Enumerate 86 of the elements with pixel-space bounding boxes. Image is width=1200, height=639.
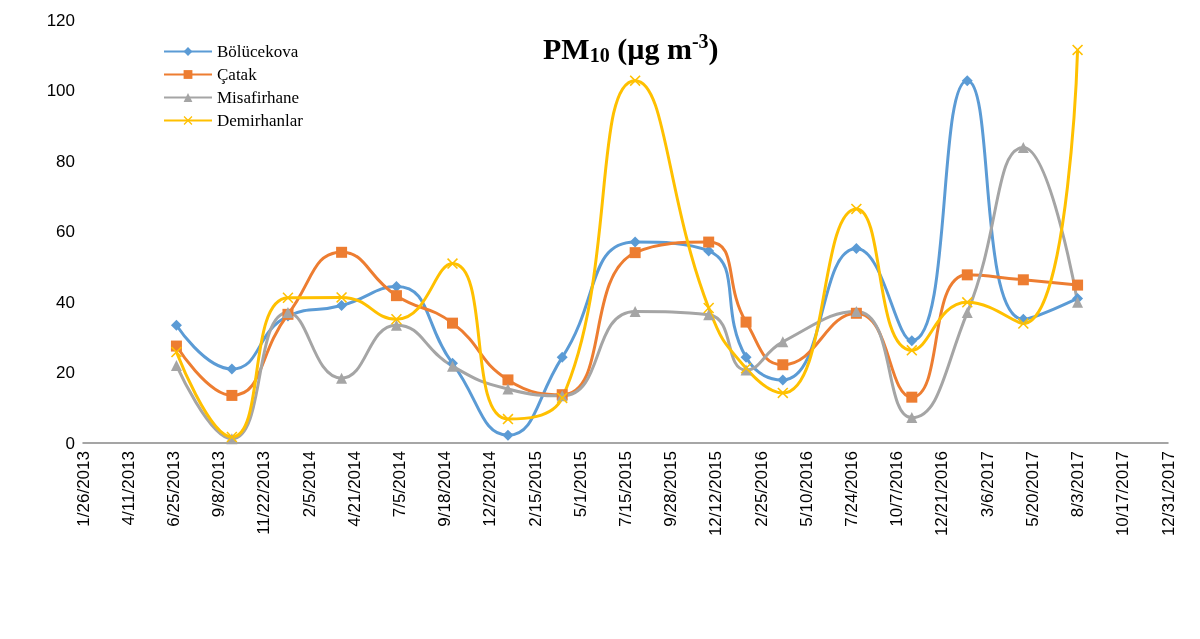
point (906, 335, 918, 347)
point (629, 306, 641, 318)
legend-label: Demirhanlar (217, 111, 304, 130)
point (961, 75, 973, 87)
point (777, 387, 789, 399)
y-tick-label: 0 (65, 433, 75, 453)
point (703, 309, 715, 321)
point (703, 302, 715, 314)
x-tick-label: 9/28/2015 (661, 451, 681, 527)
point (850, 242, 862, 254)
point (390, 290, 402, 302)
point (390, 280, 402, 292)
x-tick-label: 12/12/2015 (706, 451, 726, 537)
point (390, 313, 402, 325)
y-tick-label: 120 (46, 10, 75, 30)
point (1072, 44, 1084, 56)
x-tick-label: 4/11/2013 (118, 451, 138, 526)
x-tick-label: 8/3/2017 (1068, 451, 1088, 518)
point (336, 300, 348, 312)
point (502, 413, 514, 425)
x-tick-label: 10/7/2016 (887, 451, 907, 527)
point (1072, 296, 1084, 308)
point (777, 374, 789, 386)
y-tick-label: 20 (56, 363, 75, 382)
point (777, 359, 789, 371)
x-tick-label: 5/20/2017 (1022, 451, 1042, 527)
point (1017, 318, 1029, 329)
x-tick-label: 7/5/2014 (389, 451, 409, 518)
point (502, 383, 514, 395)
point (556, 351, 568, 363)
point (170, 346, 182, 358)
legend-label: Misafirhane (217, 88, 300, 107)
legend-label: Bölücekova (217, 42, 299, 61)
x-tick-label: 7/24/2016 (842, 451, 862, 527)
point (703, 236, 715, 248)
x-tick-label: 11/22/2013 (254, 451, 274, 535)
point (906, 412, 918, 424)
x-tick-label: 1/26/2013 (73, 451, 93, 527)
x-tick-label: 4/21/2014 (344, 451, 364, 527)
point (740, 316, 752, 328)
point (961, 269, 973, 281)
point (906, 391, 918, 403)
point (226, 363, 238, 375)
x-tick-label: 7/15/2015 (616, 451, 635, 527)
point (502, 374, 514, 386)
point (1017, 274, 1029, 286)
point (629, 75, 641, 87)
x-tick-label: 2/5/2014 (299, 451, 319, 518)
point (336, 291, 348, 303)
y-tick-label: 60 (56, 222, 75, 241)
point (740, 351, 752, 363)
y-tick-label: 40 (56, 292, 75, 312)
point (447, 317, 458, 329)
x-tick-label: 12/21/2016 (932, 451, 952, 537)
point (170, 359, 182, 371)
point (170, 319, 182, 331)
x-tick-label: 9/18/2014 (435, 451, 455, 527)
x-tick-label: 12/2/2014 (480, 451, 500, 527)
x-tick-label: 5/10/2016 (796, 451, 816, 527)
x-tick-label: 10/17/2017 (1113, 451, 1133, 537)
point (226, 389, 238, 401)
point (961, 307, 973, 319)
x-tick-label: 2/15/2015 (525, 451, 545, 527)
point (1017, 142, 1029, 154)
x-tick-label: 6/25/2013 (163, 451, 183, 527)
x-tick-label: 3/6/2017 (977, 451, 997, 518)
x-tick-label: 2/25/2016 (751, 451, 771, 527)
point (629, 236, 641, 248)
point (447, 258, 458, 270)
x-tick-label: 9/8/2013 (209, 451, 229, 518)
y-tick-label: 100 (46, 81, 75, 100)
point (336, 246, 348, 258)
legend-label: Çatak (217, 65, 258, 84)
x-tick-label: 5/1/2015 (570, 451, 590, 518)
point (961, 296, 973, 308)
point (502, 429, 514, 441)
point (336, 372, 348, 384)
y-tick-label: 80 (56, 151, 75, 171)
point (850, 203, 862, 215)
point (629, 247, 641, 259)
x-tick-label: 12/31/2017 (1158, 451, 1178, 537)
point (282, 292, 294, 304)
point (906, 344, 918, 356)
point (1072, 279, 1084, 291)
point (777, 336, 789, 348)
point (390, 319, 402, 331)
